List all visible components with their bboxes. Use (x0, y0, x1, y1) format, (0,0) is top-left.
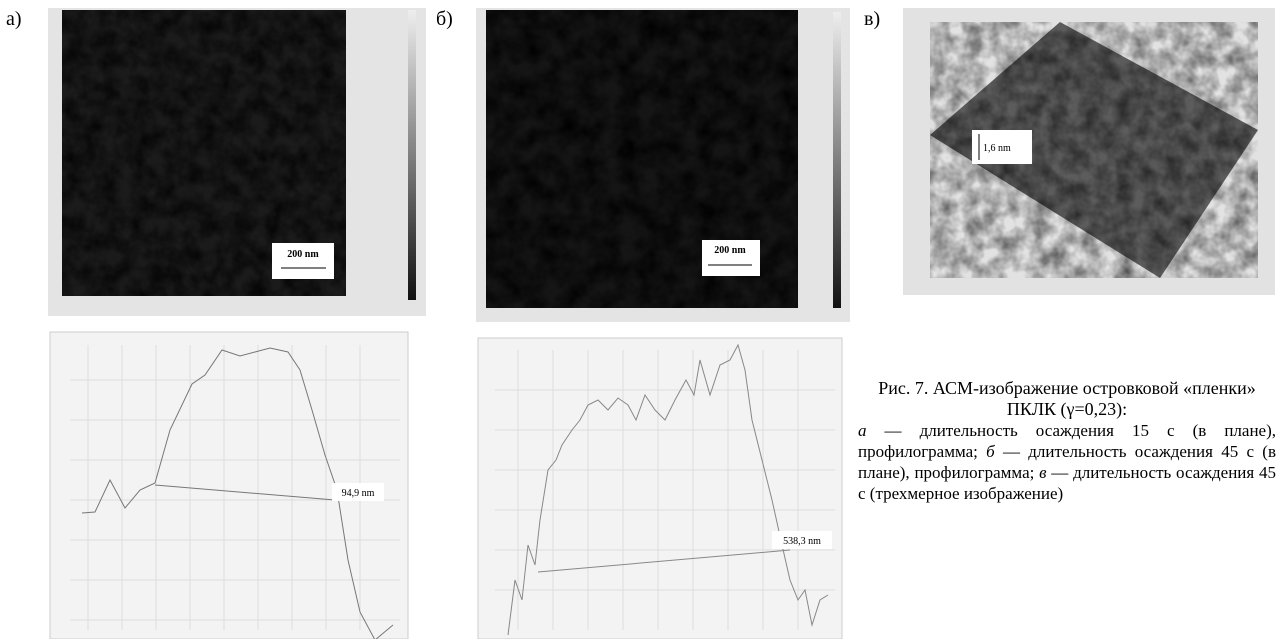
profile-grid (70, 345, 400, 630)
profile-label: 538,3 nm (783, 536, 821, 547)
colorbar (833, 12, 841, 308)
item-text: — длительность осаждения 15 с (в плане),… (858, 421, 1276, 461)
profile-label-box (772, 531, 832, 549)
height-box (972, 130, 1032, 164)
item-letter: в (1039, 463, 1047, 482)
height-label: 1,6 nm (983, 143, 1011, 154)
profile-frame (477, 337, 843, 639)
profile-curve (507, 343, 829, 636)
item-text: — длительность осаждения 45 с (в плане),… (858, 442, 1276, 482)
panel-letter: в) (864, 8, 881, 30)
scale-box (272, 243, 334, 279)
profile-label: 94,9 nm (342, 488, 375, 499)
colorbar (408, 10, 416, 300)
surface-texture (930, 22, 1258, 278)
panel-letter: б) (436, 8, 453, 30)
scale-label: 200 nm (287, 249, 319, 260)
item-letter: б (986, 442, 995, 461)
profile-chord (537, 549, 791, 573)
profile-curve (81, 347, 394, 639)
profile-grid (495, 350, 835, 630)
profile-chord (154, 484, 336, 501)
caption: Рис. 7. АСМ-изображение островковой «пле… (858, 378, 1276, 504)
caption-body: а — длительность осаждения 15 с (в плане… (858, 420, 1276, 504)
profile-label-box (332, 483, 384, 501)
caption-title: Рис. 7. АСМ-изображение островковой «пле… (878, 378, 1256, 419)
panel-letter: а) (6, 8, 22, 30)
item-text: — длительность осаждения 45 с (трехмерно… (858, 463, 1276, 503)
item-letter: а (858, 421, 867, 440)
scale-label: 200 nm (714, 245, 746, 256)
scale-box (702, 240, 760, 276)
